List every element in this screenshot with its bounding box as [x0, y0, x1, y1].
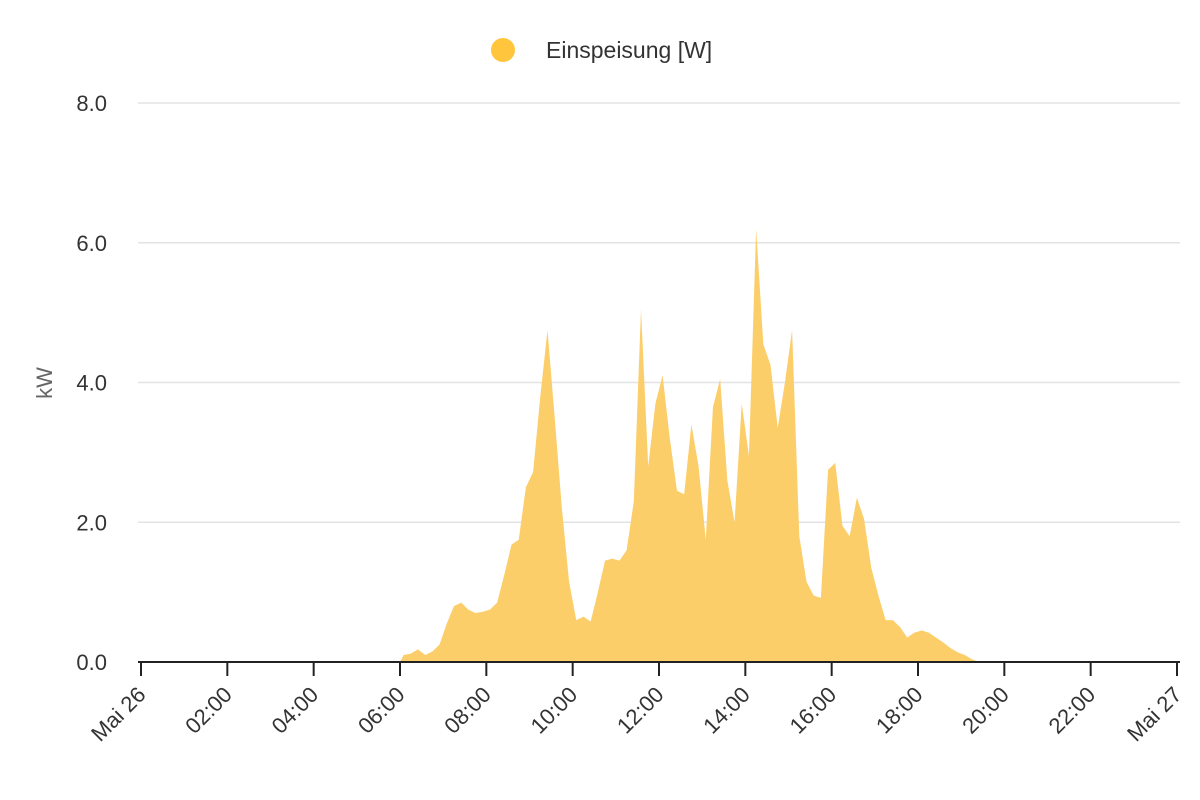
series-area [400, 228, 994, 662]
y-axis-label: kW [32, 367, 57, 399]
y-tick-label: 2.0 [76, 510, 107, 535]
y-tick-label: 8.0 [76, 91, 107, 116]
y-tick-label: 6.0 [76, 231, 107, 256]
x-axis-ticks: Mai 26 02:00 04:00 06:00 08:00 10:00 12:00 14:0… [86, 682, 1186, 746]
y-tick-label: 4.0 [76, 371, 107, 396]
legend-label: Einspeisung [W] [546, 37, 712, 63]
x-tick-label: 02:00 [180, 682, 237, 739]
y-tick-label: 0.0 [76, 650, 107, 675]
x-tick-label: 08:00 [439, 682, 496, 739]
x-tick-label: Mai 27 [1122, 682, 1186, 746]
legend-swatch-icon [491, 38, 515, 62]
x-tick-label: 06:00 [353, 682, 410, 739]
x-axis [138, 661, 1180, 676]
x-tick-label: 12:00 [612, 682, 669, 739]
x-tick-label: 22:00 [1044, 682, 1101, 739]
x-tick-label: 18:00 [871, 682, 928, 739]
x-tick-label: 16:00 [785, 682, 842, 739]
x-tick-label: 04:00 [267, 682, 324, 739]
legend[interactable]: Einspeisung [W] [491, 37, 712, 63]
x-tick-label: Mai 26 [86, 682, 150, 746]
y-axis-ticks: 0.0 2.0 4.0 6.0 8.0 [76, 91, 107, 675]
x-tick-label: 20:00 [957, 682, 1014, 739]
plot-area [400, 228, 994, 662]
x-tick-label: 14:00 [698, 682, 755, 739]
x-tick-label: 10:00 [526, 682, 583, 739]
